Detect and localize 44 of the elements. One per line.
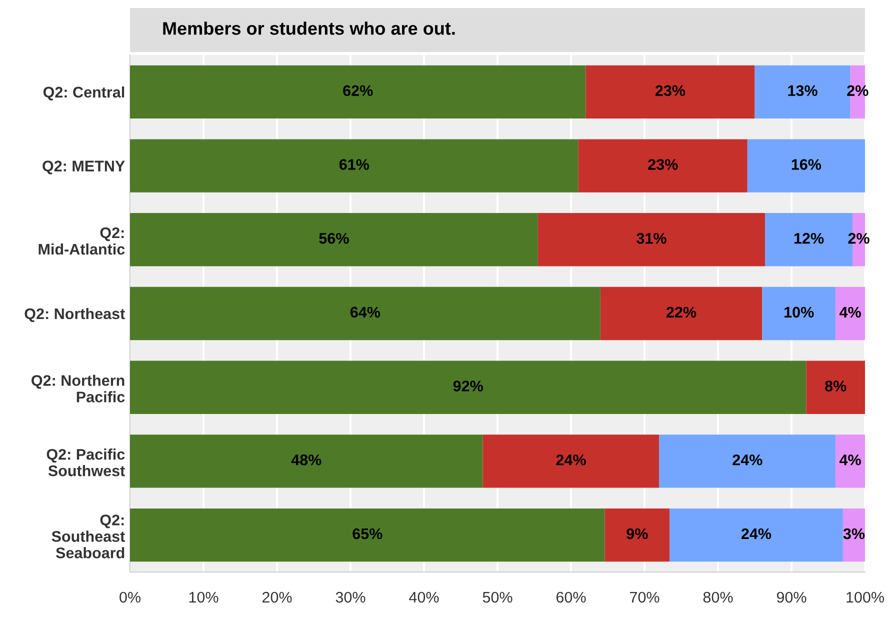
data-label: 10%	[784, 306, 814, 318]
data-label: 13%	[788, 85, 818, 96]
data-label: 65%	[352, 528, 382, 540]
y-tick-label: Q2: Southeast Seaboard	[52, 514, 125, 558]
data-label: 62%	[343, 85, 373, 96]
data-label: 56%	[319, 232, 349, 244]
x-tick-label: 100%	[846, 592, 884, 603]
x-tick-label: 10%	[189, 592, 218, 603]
x-tick-label: 80%	[703, 592, 733, 603]
y-tick-label: Q2: Northeast	[24, 308, 125, 322]
x-tick-label: 40%	[409, 592, 439, 603]
x-tick-label: 20%	[262, 592, 292, 603]
x-tick-label: 60%	[556, 592, 586, 603]
data-label: 23%	[648, 159, 678, 170]
data-label: 24%	[556, 454, 586, 466]
data-label: 4%	[839, 454, 861, 466]
data-label: 61%	[339, 159, 370, 170]
x-tick-label: 0%	[120, 592, 140, 603]
y-tick-label: Q2: METNY	[42, 160, 125, 174]
data-label: 24%	[732, 454, 762, 466]
data-label: 8%	[825, 380, 846, 392]
data-label: 31%	[636, 232, 666, 244]
data-label: 12%	[794, 232, 824, 244]
x-tick-label: 30%	[336, 592, 366, 603]
data-label: 24%	[741, 528, 772, 540]
data-label: 64%	[350, 306, 380, 318]
x-tick-label: 90%	[776, 592, 806, 603]
data-label: 92%	[453, 380, 483, 392]
data-label: 22%	[666, 306, 696, 318]
data-label: 48%	[291, 454, 322, 466]
data-label: 16%	[792, 159, 822, 170]
y-tick-label: Q2: Pacific Southwest	[46, 448, 125, 476]
y-tick-label: Q2: Mid-Atlantic	[38, 227, 125, 255]
x-tick-label: 50%	[482, 592, 512, 603]
data-label: 9%	[626, 528, 648, 540]
x-tick-label: 70%	[630, 592, 660, 603]
chart-title: Members or students who are out.	[163, 22, 455, 35]
y-tick-label: Q2: Northern Pacific	[32, 374, 125, 402]
data-label: 2%	[847, 85, 868, 96]
y-tick-label: Q2: Central	[43, 86, 124, 100]
data-label: 23%	[655, 85, 686, 96]
data-label: 2%	[848, 232, 870, 244]
data-label: 3%	[843, 528, 865, 540]
data-label: 4%	[839, 306, 861, 318]
